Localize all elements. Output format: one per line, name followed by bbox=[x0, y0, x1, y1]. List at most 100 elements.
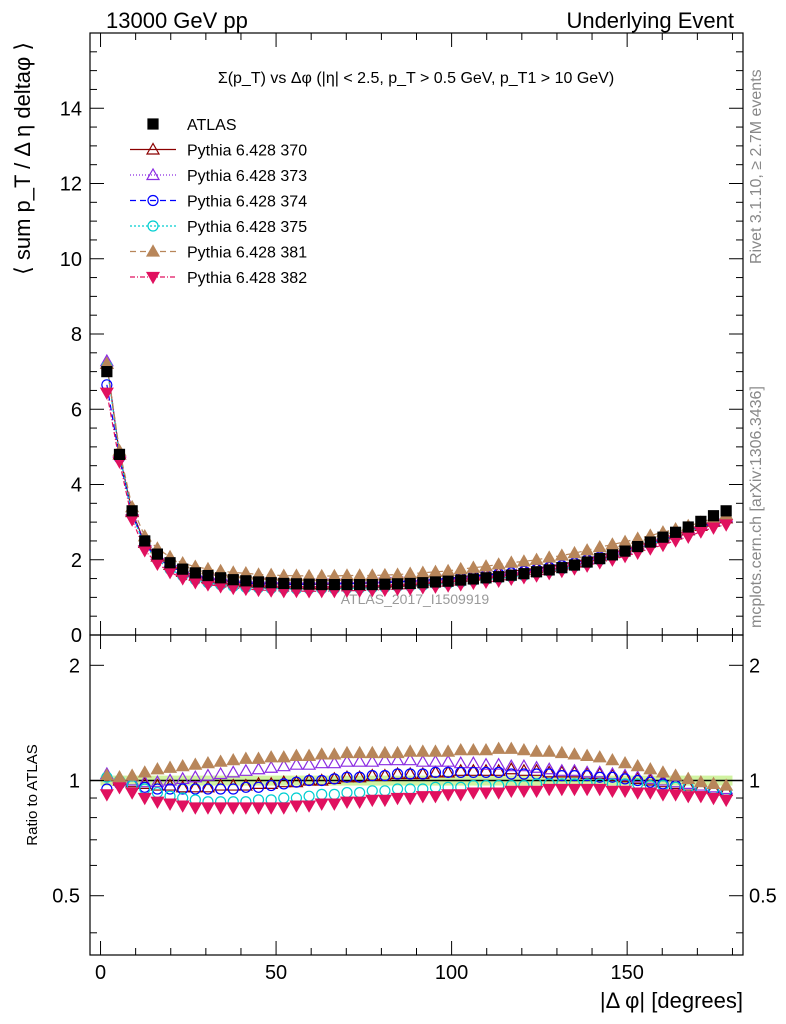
ratio-tick-label: 2 bbox=[69, 655, 80, 677]
legend-entry: Pythia 6.428 381 bbox=[130, 244, 307, 262]
legend-marker bbox=[145, 167, 161, 181]
series-3-ratio-point bbox=[619, 773, 631, 785]
series-1-ratio-point bbox=[466, 763, 481, 776]
series-6-ratio-point bbox=[630, 787, 645, 800]
series-5-ratio-point bbox=[529, 744, 544, 757]
data-point bbox=[265, 577, 277, 589]
data-point bbox=[543, 564, 555, 576]
series-5-ratio-point bbox=[580, 748, 595, 761]
ratio-tick-label-right: 0.5 bbox=[749, 886, 777, 908]
series-6-point bbox=[719, 519, 734, 532]
series-3-ratio-point bbox=[442, 766, 454, 779]
series-6-ratio-point bbox=[213, 802, 228, 815]
ratio-tick-label-right: 1 bbox=[749, 771, 760, 793]
y-tick-label: 0 bbox=[71, 625, 82, 647]
y-tick-label: 10 bbox=[60, 249, 82, 271]
series-6-ratio-point bbox=[264, 802, 279, 815]
series-6-ratio-point bbox=[365, 794, 380, 808]
data-point bbox=[606, 549, 619, 561]
series-6-point bbox=[99, 387, 114, 400]
series-6-ratio-point bbox=[491, 787, 506, 800]
series-6-ratio-point bbox=[175, 800, 190, 813]
data-point bbox=[126, 505, 138, 517]
series-5-ratio-point bbox=[390, 745, 405, 759]
series-2-ratio-point bbox=[478, 757, 494, 770]
ratio-tick-label: 0.5 bbox=[52, 886, 80, 908]
series-6-ratio-point bbox=[618, 785, 633, 799]
series-3-ratio-point bbox=[632, 774, 644, 787]
series-6-point bbox=[706, 522, 721, 535]
legend-marker bbox=[145, 271, 161, 285]
series-5-point bbox=[478, 559, 494, 572]
series-1-ratio-point bbox=[681, 778, 696, 791]
series-3-ratio-point bbox=[151, 783, 164, 795]
data-point bbox=[316, 578, 328, 591]
series-6-ratio-point bbox=[567, 783, 582, 797]
series-6-ratio-point bbox=[668, 789, 683, 802]
series-1-ratio-point bbox=[643, 773, 658, 786]
series-5-ratio-point bbox=[693, 774, 708, 788]
series-5-point bbox=[592, 539, 607, 553]
series-5-point bbox=[415, 565, 430, 578]
legend-entry: Pythia 6.428 382 bbox=[130, 270, 307, 287]
series-6-ratio-point bbox=[592, 783, 607, 797]
series-1-ratio-point bbox=[630, 771, 645, 784]
series-6-ratio-point bbox=[655, 789, 670, 802]
series-5-point bbox=[554, 548, 569, 561]
data-series-main bbox=[101, 366, 732, 591]
series-6-ratio-point bbox=[428, 791, 443, 804]
series-3-ratio-point bbox=[278, 778, 290, 790]
ratio-axis-label: Ratio to ATLAS bbox=[24, 744, 41, 845]
series-3-ratio-point bbox=[391, 768, 404, 780]
y-tick-label: 4 bbox=[71, 475, 82, 497]
data-point bbox=[404, 577, 416, 590]
series-2-ratio-point bbox=[428, 754, 443, 767]
series-6-ratio-point bbox=[403, 792, 418, 806]
data-point bbox=[518, 568, 530, 580]
y-tick-label: 14 bbox=[60, 98, 82, 120]
series-1-ratio-point bbox=[276, 774, 291, 788]
series-5-point bbox=[529, 552, 544, 565]
plot-title: Σ(p_T) vs Δφ (|η| < 2.5, p_T > 0.5 GeV, … bbox=[218, 70, 614, 87]
series-1-ratio-point bbox=[238, 778, 253, 791]
series-5-ratio-point bbox=[706, 776, 721, 789]
series-5-ratio-point bbox=[99, 768, 114, 781]
series-2-ratio-point bbox=[352, 754, 367, 767]
analysis-watermark: ATLAS_2017_I1509919 bbox=[341, 591, 490, 607]
series-5-ratio-point bbox=[276, 750, 291, 763]
data-point bbox=[493, 571, 505, 583]
series-6-ratio-point bbox=[314, 798, 329, 811]
series-2-ratio-point bbox=[415, 754, 430, 767]
series-5-ratio-point bbox=[655, 765, 670, 778]
series-6-ratio-point bbox=[302, 800, 317, 813]
data-point bbox=[215, 572, 227, 584]
data-point bbox=[632, 540, 644, 553]
data-point bbox=[278, 577, 290, 590]
legend-entry: Pythia 6.428 374 bbox=[130, 194, 307, 211]
series-3-ratio-point bbox=[455, 766, 467, 779]
x-tick-label: 150 bbox=[610, 962, 643, 984]
series-6-ratio-point bbox=[137, 792, 152, 806]
series-2-ratio-point bbox=[491, 757, 506, 770]
series-6-ratio-point bbox=[200, 802, 215, 815]
series-3-ratio-point bbox=[644, 776, 656, 788]
series-4-ratio-point bbox=[328, 788, 340, 800]
series-3-ratio-point bbox=[467, 766, 479, 779]
series-5-point bbox=[441, 563, 456, 577]
series-5-ratio-point bbox=[643, 762, 658, 775]
series-1-ratio-point bbox=[618, 770, 633, 783]
series-5-ratio bbox=[99, 741, 734, 791]
series-4-ratio-point bbox=[366, 785, 378, 797]
series-6-ratio bbox=[99, 782, 734, 815]
series-2-ratio-point bbox=[163, 773, 178, 786]
ratio-panel-frame bbox=[89, 634, 744, 956]
series-3-ratio-point bbox=[316, 774, 328, 787]
series-5-ratio-point bbox=[125, 768, 140, 781]
series-5-ratio-point bbox=[554, 745, 569, 759]
series-6-ratio-point bbox=[327, 798, 342, 811]
data-point bbox=[177, 563, 189, 575]
series-2-ratio-point bbox=[529, 760, 544, 773]
series-2-ratio-point bbox=[213, 766, 228, 780]
series-5-ratio-point bbox=[403, 744, 418, 757]
series-5-point bbox=[365, 568, 380, 581]
